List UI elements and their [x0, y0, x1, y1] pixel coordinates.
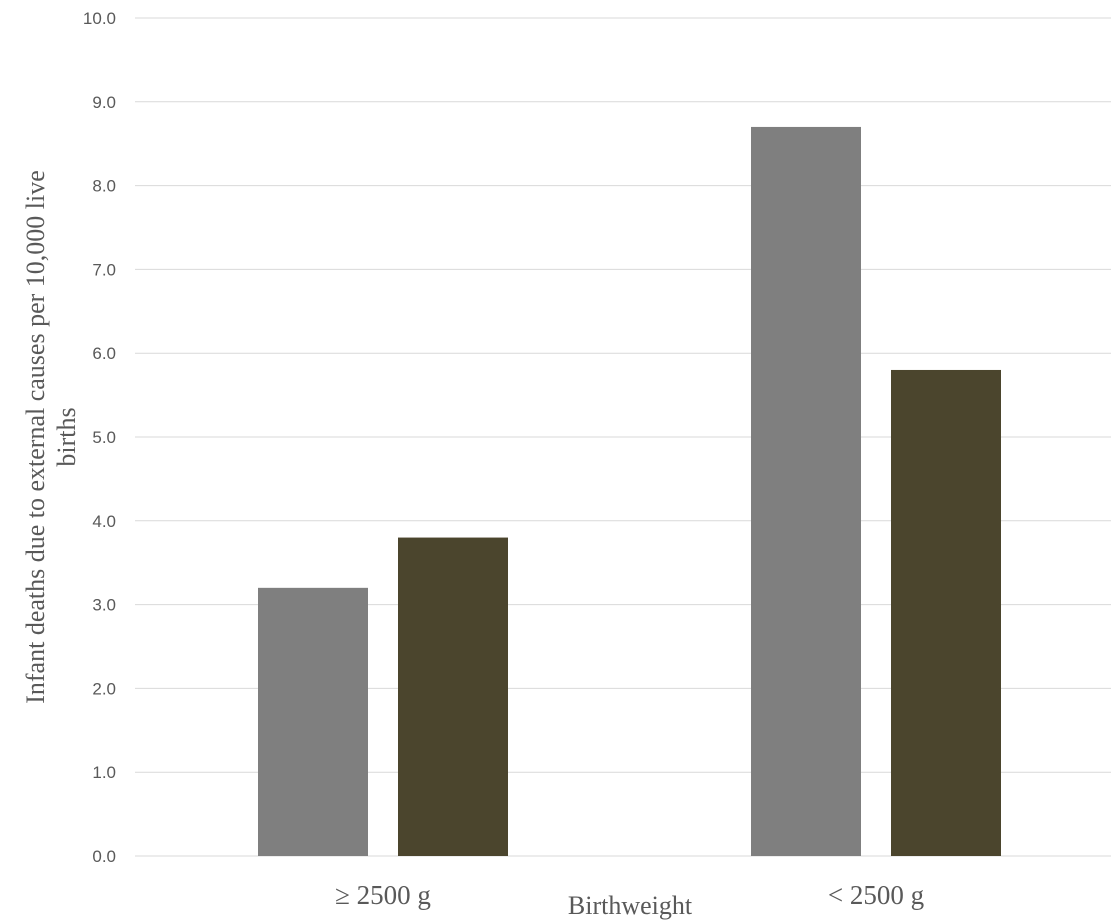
- bar-series1-cat1: [258, 587, 368, 856]
- bar-series2-cat2: [891, 369, 1001, 856]
- y-tick-label: 8.0: [92, 177, 116, 196]
- y-axis-title: Infant deaths due to external causes per…: [21, 170, 81, 704]
- y-tick-label: 4.0: [92, 512, 116, 531]
- y-tick-label: 2.0: [92, 679, 116, 698]
- y-axis-title-line2: births: [52, 407, 81, 466]
- bars: [258, 126, 1001, 856]
- x-category-label: < 2500 g: [828, 880, 924, 910]
- x-axis-title: Birthweight: [568, 891, 693, 920]
- y-axis-tick-labels: 0.0 1.0 2.0 3.0 4.0 5.0 6.0 7.0 8.0 9.0 10.0: [83, 9, 116, 866]
- y-tick-label: 0.0: [92, 847, 116, 866]
- y-axis-title-line1: Infant deaths due to external causes per…: [21, 170, 50, 704]
- x-axis-category-labels: ≥ 2500 g < 2500 g: [335, 880, 924, 910]
- y-tick-label: 1.0: [92, 763, 116, 782]
- y-tick-label: 3.0: [92, 596, 116, 615]
- y-tick-label: 6.0: [92, 344, 116, 363]
- y-tick-label: 5.0: [92, 428, 116, 447]
- y-tick-label: 10.0: [83, 9, 116, 28]
- y-tick-label: 7.0: [92, 260, 116, 279]
- y-tick-label: 9.0: [92, 93, 116, 112]
- bar-series1-cat2: [751, 126, 861, 856]
- x-category-label: ≥ 2500 g: [335, 880, 431, 910]
- bar-series2-cat1: [398, 537, 508, 856]
